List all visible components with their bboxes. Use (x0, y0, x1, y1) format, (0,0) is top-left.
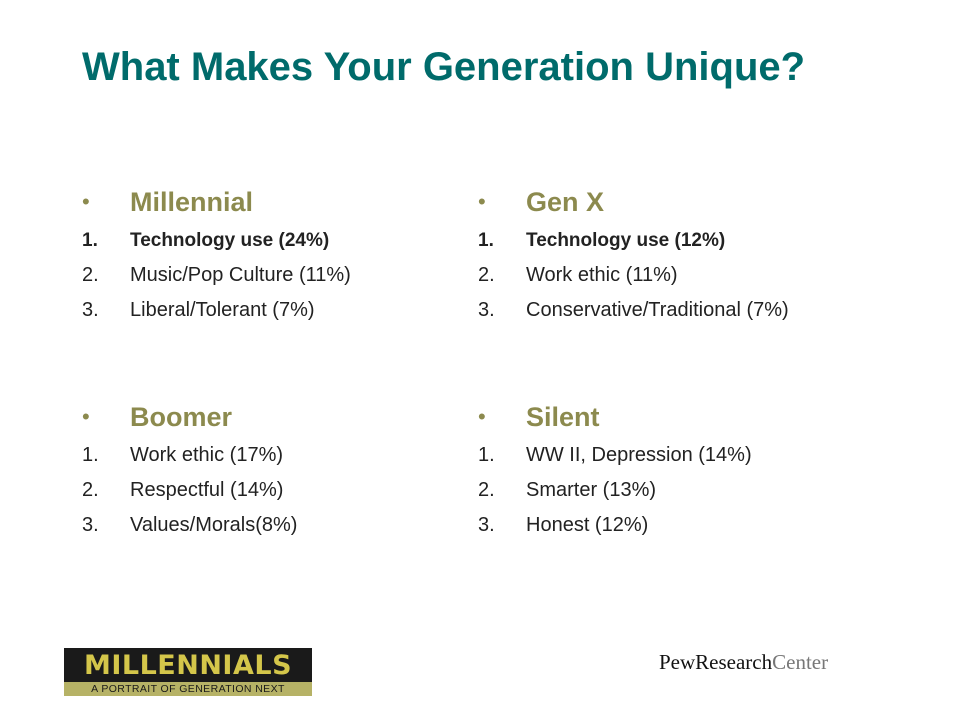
item-number: 3. (82, 299, 99, 321)
bullet-icon: • (82, 404, 90, 429)
item-number: 3. (478, 299, 495, 321)
item-text: Liberal/Tolerant (7%) (130, 299, 315, 321)
item-text: Technology use (12%) (526, 230, 726, 251)
bullet-icon: • (478, 189, 486, 214)
item-text: Respectful (14%) (130, 479, 284, 501)
item-text: WW II, Depression (14%) (526, 444, 752, 466)
item-text: Honest (12%) (526, 514, 649, 536)
list-item: 1. Work ethic (17%) (82, 438, 502, 473)
list-item: 1. WW II, Depression (14%) (478, 438, 898, 473)
item-number: 1. (478, 230, 494, 251)
item-text: Values/Morals(8%) (130, 514, 298, 536)
list-item: 2. Respectful (14%) (82, 473, 502, 508)
item-number: 2. (82, 264, 99, 286)
item-text: Music/Pop Culture (11%) (130, 264, 351, 286)
list-item: 2. Music/Pop Culture (11%) (82, 258, 502, 293)
group-title: Gen X (526, 187, 605, 217)
group-silent: • Silent 1. WW II, Depression (14%) 2. S… (478, 396, 898, 543)
item-text: Technology use (24%) (130, 230, 330, 251)
item-number: 3. (82, 514, 99, 536)
list-item: 3. Values/Morals(8%) (82, 508, 502, 543)
bullet-icon: • (82, 189, 90, 214)
group-title: Millennial (130, 187, 254, 217)
logo-tagline: A PORTRAIT OF GENERATION NEXT (91, 683, 285, 695)
list-item: 2. Work ethic (11%) (478, 258, 898, 293)
group-heading: • Millennial (82, 181, 502, 223)
list-item: 1. Technology use (12%) (478, 223, 898, 258)
list-item: 3. Conservative/Traditional (7%) (478, 293, 898, 328)
item-number: 1. (478, 444, 495, 466)
item-text: Work ethic (11%) (526, 264, 678, 286)
logo-wordmark: MILLENNIALS (83, 650, 293, 681)
group-heading: • Boomer (82, 396, 502, 438)
pew-logo-part1: PewResearch (659, 650, 773, 674)
list-item: 2. Smarter (13%) (478, 473, 898, 508)
item-text: Work ethic (17%) (130, 444, 284, 466)
group-heading: • Gen X (478, 181, 898, 223)
group-millennial: • Millennial 1. Technology use (24%) 2. … (82, 181, 502, 328)
slide-title: What Makes Your Generation Unique? (82, 45, 806, 89)
group-boomer: • Boomer 1. Work ethic (17%) 2. Respectf… (82, 396, 502, 543)
item-number: 3. (478, 514, 495, 536)
item-number: 1. (82, 230, 98, 251)
group-title: Boomer (130, 402, 233, 432)
list-item: 3. Liberal/Tolerant (7%) (82, 293, 502, 328)
item-number: 2. (478, 479, 495, 501)
item-text: Conservative/Traditional (7%) (526, 299, 789, 321)
group-genx: • Gen X 1. Technology use (12%) 2. Work … (478, 181, 898, 328)
bullet-icon: • (478, 404, 486, 429)
group-title: Silent (526, 402, 600, 432)
item-number: 2. (82, 479, 99, 501)
list-item: 1. Technology use (24%) (82, 223, 502, 258)
group-heading: • Silent (478, 396, 898, 438)
item-number: 2. (478, 264, 495, 286)
list-item: 3. Honest (12%) (478, 508, 898, 543)
pew-research-center-logo: PewResearchCenter (659, 648, 828, 676)
pew-logo-part2: Center (772, 650, 829, 674)
item-number: 1. (82, 444, 99, 466)
item-text: Smarter (13%) (526, 479, 657, 501)
millennials-logo: MILLENNIALS A PORTRAIT OF GENERATION NEX… (64, 648, 312, 696)
logo-tagline-band: A PORTRAIT OF GENERATION NEXT (64, 682, 312, 696)
